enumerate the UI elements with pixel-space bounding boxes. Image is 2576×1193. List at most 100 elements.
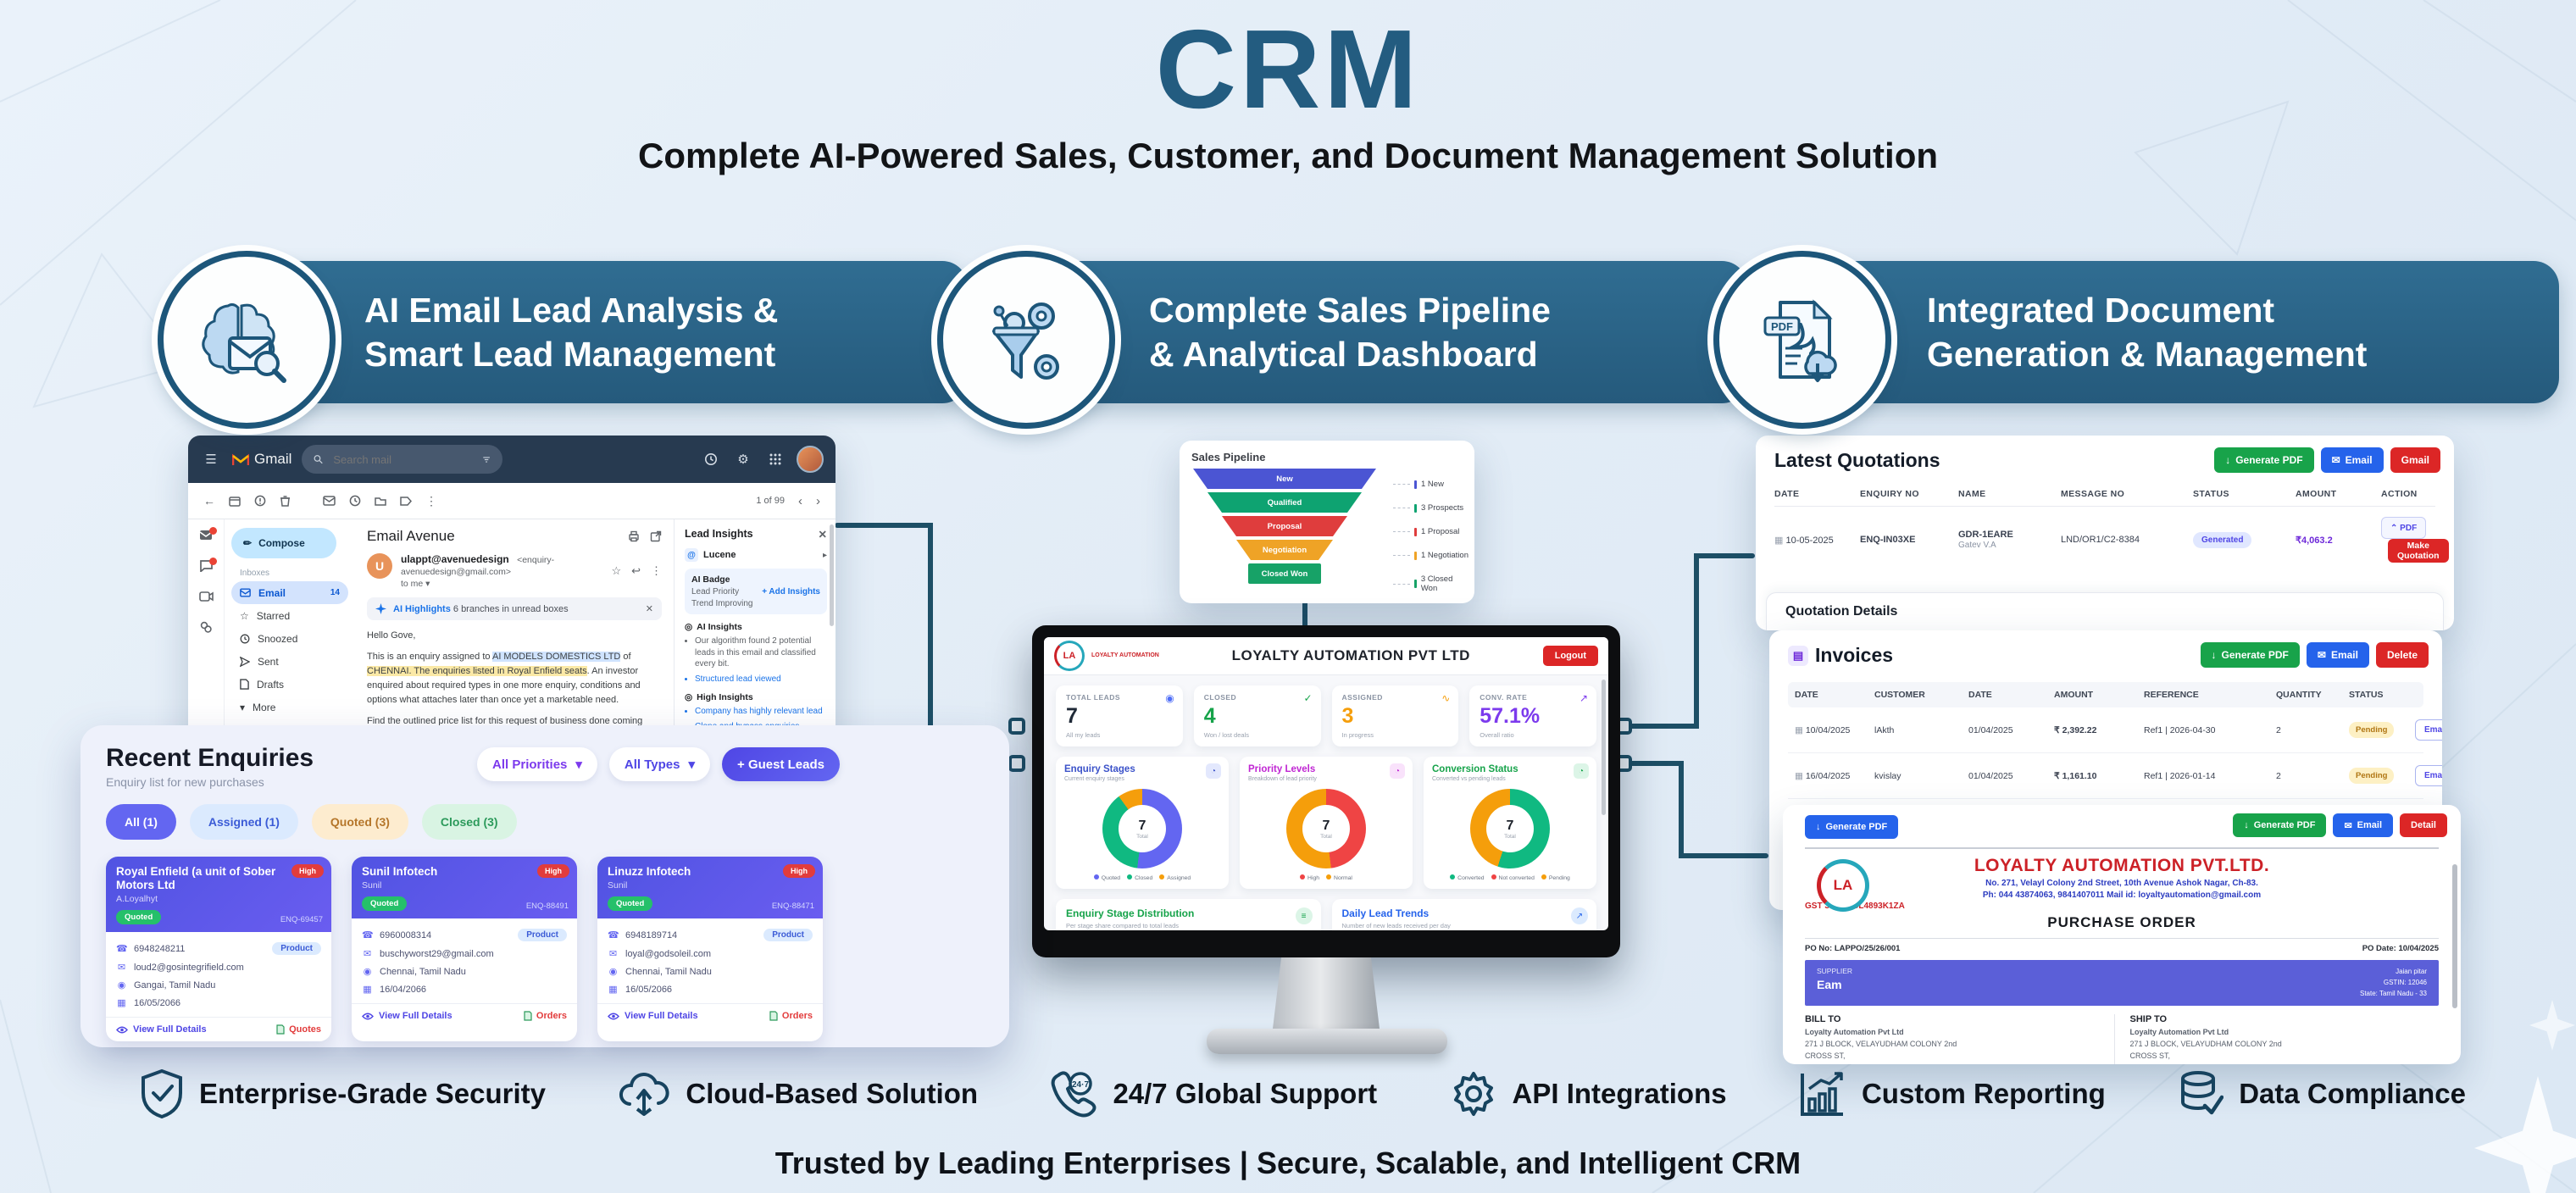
supplier-meta: GSTIN: 12046 xyxy=(2383,978,2427,986)
guest-leads-button[interactable]: + Guest Leads xyxy=(722,747,840,781)
label-icon[interactable] xyxy=(400,496,412,507)
generate-pdf-button[interactable]: ↓ Generate PDF xyxy=(2233,813,2327,837)
envelope-icon: ✉ xyxy=(2344,820,2352,831)
email-button[interactable]: ✉ Email xyxy=(2333,813,2394,837)
mail-tab-icon[interactable] xyxy=(199,527,217,543)
insight-link[interactable]: Structured lead viewed xyxy=(695,674,827,685)
eye-icon xyxy=(362,1013,374,1020)
close-icon[interactable]: ✕ xyxy=(818,529,827,541)
back-icon[interactable]: ← xyxy=(203,494,215,508)
filter-quoted[interactable]: Quoted (3) xyxy=(311,804,408,840)
close-icon[interactable]: ✕ xyxy=(645,604,653,614)
delete-button[interactable]: Delete xyxy=(2375,642,2429,668)
insights-source-row[interactable]: @ Lucene ▸ xyxy=(685,548,827,562)
reply-icon[interactable]: ↩ xyxy=(631,564,641,577)
quotes-link[interactable]: Quotes xyxy=(276,1024,321,1035)
search-bar[interactable] xyxy=(302,445,503,474)
feature-label: Enterprise-Grade Security xyxy=(199,1078,546,1109)
sidebar-item-email[interactable]: Email 14 xyxy=(231,581,348,604)
view-full-details-link[interactable]: View Full Details xyxy=(608,1011,698,1021)
trash-icon[interactable] xyxy=(280,495,291,507)
email-row-button[interactable]: Email xyxy=(2415,765,2442,786)
add-insights-link[interactable]: + Add Insights xyxy=(762,587,820,596)
stat-assigned: ASSIGNED ∿ 3 In progress xyxy=(1331,685,1459,746)
dashboard-scrollbar[interactable] xyxy=(1602,680,1606,815)
settings-gear-icon[interactable]: ⚙ xyxy=(737,452,749,467)
pdf-button[interactable]: ⌃ PDF xyxy=(2381,517,2427,539)
sidebar-item-drafts[interactable]: Drafts xyxy=(231,673,348,696)
chat-tab-icon[interactable] xyxy=(199,558,217,574)
database-check-icon xyxy=(2181,1071,2224,1115)
sidebar-item-starred[interactable]: ☆ Starred xyxy=(231,604,348,627)
users-icon: ◉ xyxy=(1165,692,1174,704)
generate-pdf-button[interactable]: ↓ Generate PDF xyxy=(1805,815,1899,839)
filter-all[interactable]: All (1) xyxy=(106,804,176,840)
more-email-options-icon[interactable]: ⋮ xyxy=(651,564,662,577)
orders-link[interactable]: Orders xyxy=(769,1011,813,1021)
email-row-button[interactable]: Email xyxy=(2415,719,2442,741)
archive-icon[interactable] xyxy=(229,495,241,507)
history-icon[interactable] xyxy=(700,448,722,470)
po-scrollbar[interactable] xyxy=(2452,864,2457,1008)
print-icon[interactable] xyxy=(628,530,640,542)
move-to-icon[interactable] xyxy=(375,496,386,507)
make-quotation-button[interactable]: Make Quotation xyxy=(2388,539,2449,563)
generate-pdf-button[interactable]: ↓ Generate PDF xyxy=(2214,447,2314,473)
quotation-details-bar[interactable]: Quotation Details xyxy=(1766,592,2444,630)
to-me-dropdown[interactable]: to me ▾ xyxy=(401,579,430,589)
funnel-label-negotiation: 1 Negotiation xyxy=(1393,551,1471,560)
sidebar-item-sent[interactable]: Sent xyxy=(231,650,348,673)
next-page-icon[interactable]: › xyxy=(816,493,820,508)
funnel-stage-new[interactable]: New xyxy=(1193,469,1376,489)
invoice-customer: lAkth xyxy=(1874,724,1895,735)
apps-grid-icon[interactable] xyxy=(764,448,786,470)
view-full-details-link[interactable]: View Full Details xyxy=(116,1024,207,1035)
unread-mail-icon[interactable] xyxy=(323,496,336,506)
invoice-row[interactable]: ▦ 16/04/2025 kvislay 01/04/2025 ₹ 1,161.… xyxy=(1788,753,2442,799)
funnel-stage-negotiation[interactable]: Negotiation xyxy=(1236,540,1333,560)
sidebar-item-snoozed[interactable]: Snoozed xyxy=(231,627,348,650)
detail-button[interactable]: Detail xyxy=(2400,813,2447,837)
view-full-details-link[interactable]: View Full Details xyxy=(362,1011,452,1021)
priority-filter-dropdown[interactable]: All Priorities ▾ xyxy=(477,747,597,781)
logout-button[interactable]: Logout xyxy=(1542,646,1598,666)
filter-assigned[interactable]: Assigned (1) xyxy=(189,804,298,840)
status-badge: Quoted xyxy=(362,896,408,912)
email-button[interactable]: ✉ Email xyxy=(2320,447,2384,473)
panel-scrollbar[interactable] xyxy=(830,524,834,626)
feature-support: 24·7 24/7 Global Support xyxy=(1050,1070,1377,1118)
invoice-row[interactable]: ▦ 10/04/2025 lAkth 01/04/2025 ₹ 2,392.22… xyxy=(1788,707,2442,753)
lead-card[interactable]: Royal Enfield (a unit of Sober Motors Lt… xyxy=(106,857,331,1042)
orders-link[interactable]: Orders xyxy=(524,1011,567,1021)
generate-pdf-button[interactable]: ↓ Generate PDF xyxy=(2200,642,2300,668)
more-options-icon[interactable]: ⋮ xyxy=(425,493,437,508)
funnel-stage-closed-won[interactable]: Closed Won xyxy=(1248,563,1321,584)
funnel-label-proposal: 1 Proposal xyxy=(1393,527,1471,536)
funnel-stage-qualified[interactable]: Qualified xyxy=(1208,492,1362,513)
snooze-icon[interactable] xyxy=(349,495,361,507)
user-avatar[interactable] xyxy=(797,446,824,473)
open-in-new-icon[interactable] xyxy=(650,530,662,542)
enquiry-number: ENQ-88471 xyxy=(771,902,814,912)
spaces-tab-icon[interactable] xyxy=(200,621,212,635)
prev-page-icon[interactable]: ‹ xyxy=(798,493,802,508)
menu-icon[interactable]: ☰ xyxy=(205,452,217,467)
lead-card[interactable]: Sunil Infotech Sunil High Quoted ENQ-884… xyxy=(352,857,577,1042)
report-spam-icon[interactable] xyxy=(254,495,266,507)
email-button[interactable]: ✉ Email xyxy=(2306,642,2369,668)
funnel-stage-proposal[interactable]: Proposal xyxy=(1222,516,1347,536)
insight-link[interactable]: Company has highly relevant lead xyxy=(695,706,827,718)
lead-card[interactable]: Linuzz Infotech Sunil High Quoted ENQ-88… xyxy=(597,857,823,1042)
quotation-row[interactable]: ▦ 10-05-2025 ENQ-IN03XE GDR-1EARE Gatev V… xyxy=(1774,507,2449,573)
star-email-icon[interactable]: ☆ xyxy=(611,564,622,577)
email-icon: ✉ xyxy=(117,963,126,974)
sender-avatar: U xyxy=(367,553,392,579)
search-options-icon[interactable] xyxy=(482,454,491,465)
type-filter-dropdown[interactable]: All Types ▾ xyxy=(608,747,711,781)
filter-closed[interactable]: Closed (3) xyxy=(421,804,517,840)
meet-tab-icon[interactable] xyxy=(198,591,214,604)
sidebar-item-more[interactable]: ▾ More xyxy=(231,696,348,719)
compose-button[interactable]: ✏ Compose xyxy=(231,528,336,558)
search-input[interactable] xyxy=(331,452,475,467)
gmail-button[interactable]: Gmail xyxy=(2390,447,2440,473)
